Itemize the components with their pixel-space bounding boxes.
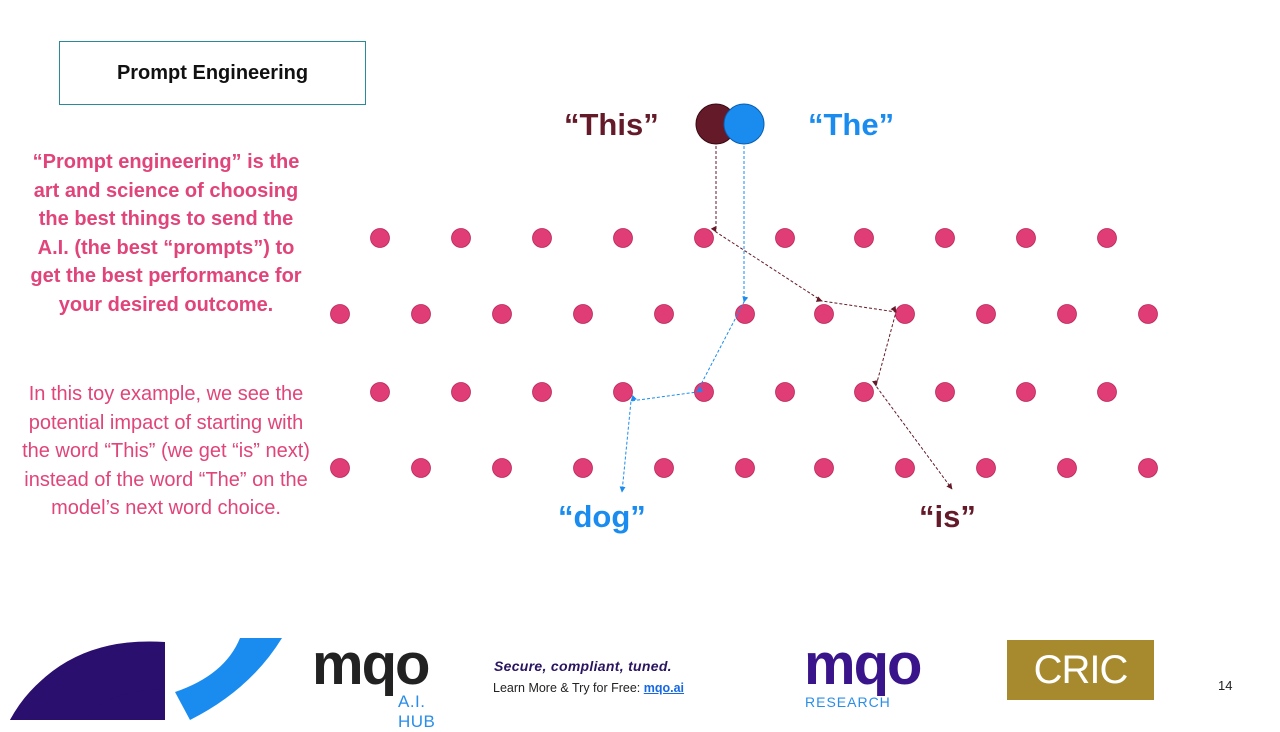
- cric-logo: CRIC: [1007, 640, 1154, 700]
- token-dot: [735, 304, 755, 324]
- token-dot: [330, 304, 350, 324]
- word-is: “is”: [919, 499, 976, 534]
- token-dot: [492, 458, 512, 478]
- learn-more-text: Learn More & Try for Free: mqo.ai: [493, 681, 684, 695]
- token-dot: [370, 382, 390, 402]
- token-dot: [330, 458, 350, 478]
- token-dot: [854, 382, 874, 402]
- token-dot: [532, 382, 552, 402]
- token-dot: [976, 304, 996, 324]
- token-dot: [935, 228, 955, 248]
- learn-more-label: Learn More & Try for Free:: [493, 681, 644, 695]
- token-dot: [451, 382, 471, 402]
- word-path-diagram: “This” “The” “dog” “is”: [330, 103, 1158, 534]
- token-dot: [613, 382, 633, 402]
- word-dog: “dog”: [558, 499, 646, 534]
- token-dot: [532, 228, 552, 248]
- token-dot: [370, 228, 390, 248]
- mqo-ai-hub-logo: mqo A.I. HUB: [312, 632, 435, 732]
- blue-arc-shape: [175, 638, 282, 720]
- token-dot: [1138, 458, 1158, 478]
- token-dot: [694, 228, 714, 248]
- slide-title: Prompt Engineering: [116, 61, 309, 84]
- mqo-research-logo-mark: mqo: [804, 632, 922, 697]
- definition-paragraph: “Prompt engineering” is the art and scie…: [30, 151, 302, 316]
- token-dot: [895, 458, 915, 478]
- token-dot: [1138, 304, 1158, 324]
- token-dot: [451, 228, 471, 248]
- token-dot: [1057, 458, 1077, 478]
- mqo-link[interactable]: mqo.ai: [643, 681, 685, 695]
- tagline: Secure, compliant, tuned.: [494, 658, 672, 674]
- this-path-arrows: [710, 146, 953, 490]
- token-dot: [573, 304, 593, 324]
- slide-title-box: Prompt Engineering: [59, 41, 366, 105]
- token-dot: [1057, 304, 1077, 324]
- token-dot: [654, 304, 674, 324]
- token-dot: [492, 304, 512, 324]
- token-dot: [411, 458, 431, 478]
- cric-logo-text: CRIC: [1033, 647, 1129, 692]
- token-dot: [775, 228, 795, 248]
- token-dot: [1016, 228, 1036, 248]
- token-dot: [814, 458, 834, 478]
- token-dot: [1097, 382, 1117, 402]
- token-dot: [1016, 382, 1036, 402]
- corner-brand-shapes: [10, 638, 282, 720]
- token-dot: [895, 304, 915, 324]
- page-number: 14: [1218, 678, 1233, 693]
- token-dot: [613, 228, 633, 248]
- token-dot: [573, 458, 593, 478]
- token-dot: [411, 304, 431, 324]
- mqo-hub-logo-sub: A.I. HUB: [398, 692, 436, 731]
- token-dot: [735, 458, 755, 478]
- mqo-research-logo: mqo RESEARCH: [804, 632, 922, 711]
- token-dot: [654, 458, 674, 478]
- token-dot: [854, 228, 874, 248]
- token-dot-grid: [330, 228, 1158, 478]
- word-this: “This”: [564, 107, 659, 142]
- mqo-research-logo-sub: RESEARCH: [805, 694, 891, 710]
- the-token-circle: [723, 103, 765, 145]
- word-the: “The”: [808, 107, 894, 142]
- mqo-hub-logo-mark: mqo: [312, 632, 430, 697]
- token-dot: [814, 304, 834, 324]
- token-dot: [935, 382, 955, 402]
- token-dot: [976, 458, 996, 478]
- example-paragraph: In this toy example, we see the potentia…: [22, 383, 310, 520]
- token-dot: [775, 382, 795, 402]
- the-path-arrows: [619, 146, 749, 493]
- token-dot: [1097, 228, 1117, 248]
